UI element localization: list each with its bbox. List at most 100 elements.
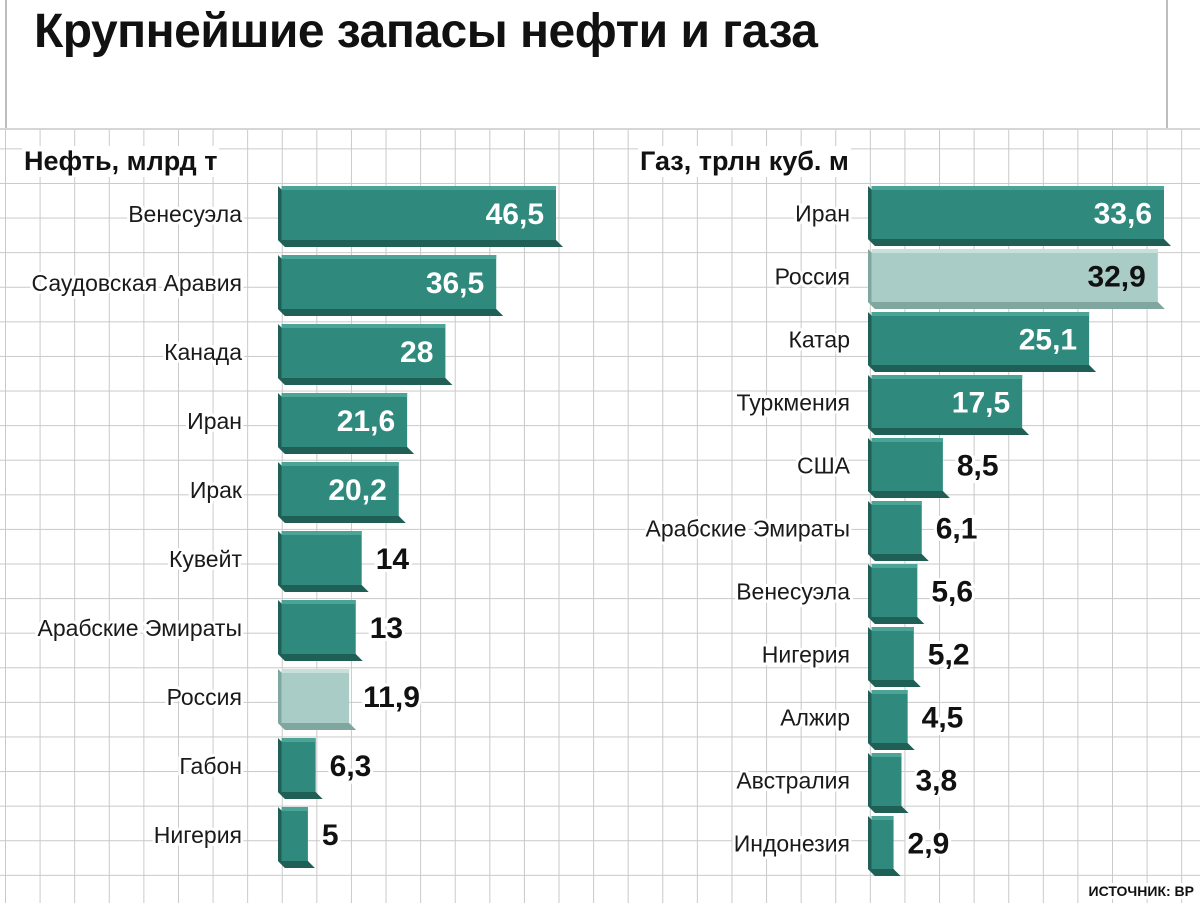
oil-bar	[281, 807, 308, 861]
gas-bar-chart: Иран 33,6 Россия 32,9 Катар 25,1 Туркмения 17,5…	[642, 186, 1171, 876]
gas-bar-bottom	[868, 554, 929, 561]
oil-bar	[281, 186, 556, 240]
oil-panel-title: Нефть, млрд т	[22, 146, 220, 177]
gas-category-label: Австралия	[736, 768, 850, 794]
oil-category-label: Саудовская Аравия	[32, 270, 242, 296]
page-title: Крупнейшие запасы нефти и газа	[34, 5, 818, 58]
oil-bar-bottom	[278, 861, 315, 868]
oil-bar-highlight	[281, 531, 362, 535]
oil-bar-bottom	[278, 792, 323, 799]
oil-category-label: Иран	[187, 408, 242, 434]
oil-bar-highlight	[281, 669, 350, 673]
gas-value-label: 33,6	[1094, 198, 1152, 231]
gas-value-label: 3,8	[915, 765, 957, 798]
gas-bar-bottom	[868, 239, 1171, 246]
gas-value-label: 6,1	[936, 513, 978, 546]
gas-category-label: Нигерия	[762, 642, 850, 668]
gas-value-label: 32,9	[1087, 261, 1145, 294]
oil-bar-highlight	[281, 255, 497, 259]
oil-bar-bottom	[278, 240, 563, 247]
gas-bar-bottom	[868, 869, 901, 876]
oil-category-label: Кувейт	[169, 546, 242, 572]
oil-bar	[281, 600, 356, 654]
oil-value-label: 20,2	[328, 474, 386, 507]
oil-bar-highlight	[281, 324, 446, 328]
gas-category-label: Алжир	[780, 705, 850, 731]
gas-category-label: Катар	[788, 327, 850, 353]
oil-bar-highlight	[281, 738, 316, 742]
oil-bar	[281, 738, 316, 792]
gas-bar	[871, 816, 894, 869]
gas-bar-highlight	[871, 627, 914, 631]
gas-value-label: 4,5	[922, 702, 964, 735]
gas-value-label: 17,5	[952, 387, 1010, 420]
gas-bar-highlight	[871, 375, 1023, 379]
title-strip	[0, 0, 1200, 130]
source-note: ИСТОЧНИК: BP	[1086, 883, 1196, 899]
gas-bar	[871, 627, 914, 680]
gas-category-label: Арабские Эмираты	[645, 516, 850, 542]
oil-bar-bottom	[278, 447, 415, 454]
gas-panel-title: Газ, трлн куб. м	[638, 146, 851, 177]
gas-bar-highlight	[871, 249, 1158, 253]
oil-value-label: 46,5	[486, 198, 544, 231]
gas-bar	[871, 501, 922, 554]
gas-bar-highlight	[871, 753, 902, 757]
oil-bar-bottom	[278, 309, 504, 316]
oil-bar-highlight	[281, 186, 556, 190]
gas-bar-highlight	[871, 690, 908, 694]
oil-category-label: Габон	[179, 753, 242, 779]
gas-value-label: 8,5	[957, 450, 999, 483]
gas-value-label: 5,2	[928, 639, 970, 672]
oil-bar-bottom	[278, 654, 363, 661]
oil-category-label: Арабские Эмираты	[37, 615, 242, 641]
gas-category-label: Туркмения	[737, 390, 850, 416]
oil-bar	[281, 462, 399, 516]
oil-bar-highlight	[281, 807, 308, 811]
oil-bar-highlight	[281, 393, 408, 397]
gas-bar-highlight	[871, 186, 1164, 190]
oil-bar-bottom	[278, 585, 369, 592]
oil-category-label: Венесуэла	[128, 201, 242, 227]
gas-bar-bottom	[868, 680, 921, 687]
oil-bar-highlight	[281, 462, 399, 466]
gas-value-label: 25,1	[1019, 324, 1077, 357]
oil-category-label: Россия	[167, 684, 242, 710]
gas-value-label: 2,9	[908, 828, 950, 861]
gas-category-label: Иран	[795, 201, 850, 227]
oil-category-label: Нигерия	[154, 822, 242, 848]
gas-bar-bottom	[868, 491, 950, 498]
gas-category-label: Россия	[775, 264, 850, 290]
gas-bar-bottom	[868, 743, 915, 750]
gas-bar	[871, 312, 1090, 365]
oil-value-label: 28	[400, 336, 433, 369]
oil-bar-bottom	[278, 723, 357, 730]
gas-category-label: Венесуэла	[736, 579, 850, 605]
oil-value-label: 21,6	[337, 405, 395, 438]
gas-bar-highlight	[871, 816, 894, 820]
gas-bar-bottom	[868, 806, 909, 813]
gas-category-label: Индонезия	[734, 831, 850, 857]
gas-bar	[871, 375, 1023, 428]
oil-category-label: Ирак	[190, 477, 243, 503]
oil-bar	[281, 669, 350, 723]
gas-bar	[871, 690, 908, 743]
gas-bar-highlight	[871, 564, 918, 568]
gas-bar-bottom	[868, 365, 1097, 372]
oil-bar	[281, 531, 362, 585]
gas-value-label: 5,6	[931, 576, 973, 609]
oil-bar-bottom	[278, 378, 453, 385]
gas-bar	[871, 753, 902, 806]
gas-bar-highlight	[871, 312, 1090, 316]
oil-value-label: 5	[322, 819, 339, 852]
oil-bar	[281, 255, 497, 309]
gas-bar-bottom	[868, 302, 1165, 309]
gas-bar-highlight	[871, 438, 943, 442]
oil-category-label: Канада	[164, 339, 242, 365]
gas-bar-bottom	[868, 428, 1030, 435]
oil-value-label: 11,9	[363, 681, 420, 714]
gas-bar-bottom	[868, 617, 925, 624]
oil-bar-highlight	[281, 600, 356, 604]
gas-bar	[871, 249, 1158, 302]
